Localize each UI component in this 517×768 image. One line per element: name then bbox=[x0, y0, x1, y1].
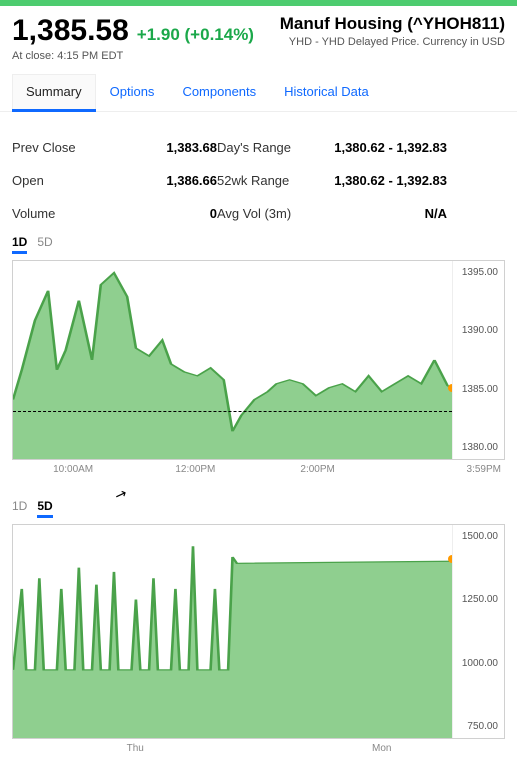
chart2-wrap: 1500.00 1250.00 1000.00 750.00 Thu Mon 1… bbox=[12, 524, 505, 754]
last-price: 1,385.58 bbox=[12, 14, 129, 48]
open-value: 1,386.66 bbox=[122, 173, 217, 188]
chart1-range-tabs: 1D 5D bbox=[0, 231, 517, 260]
prev-close-label: Prev Close bbox=[12, 140, 122, 155]
tab-options[interactable]: Options bbox=[96, 74, 169, 111]
chart2-ytick: 1250.00 bbox=[453, 594, 498, 605]
chart2-box[interactable]: 1500.00 1250.00 1000.00 750.00 bbox=[12, 524, 505, 739]
chart1-wrap: 1395.00 1390.00 1385.00 1380.00 10:00AM … bbox=[12, 260, 505, 475]
chart1-ytick: 1395.00 bbox=[453, 267, 498, 278]
chart2-current-marker bbox=[448, 555, 452, 563]
quote-header: 1,385.58 +1.90 (+0.14%) At close: 4:15 P… bbox=[0, 6, 517, 64]
chart1-plot bbox=[13, 261, 452, 459]
price-change: +1.90 (+0.14%) bbox=[137, 25, 254, 45]
wk52-value: 1,380.62 - 1,392.83 bbox=[317, 173, 447, 188]
chart2-range-tabs: 1D 5D bbox=[0, 485, 517, 524]
chart2-range-5d[interactable]: 5D bbox=[37, 499, 52, 518]
chart2-plot bbox=[13, 525, 452, 738]
tab-components[interactable]: Components bbox=[168, 74, 270, 111]
chart2-range-1d[interactable]: 1D bbox=[12, 499, 27, 518]
volume-value: 0 bbox=[122, 206, 217, 221]
days-range-value: 1,380.62 - 1,392.83 bbox=[317, 140, 447, 155]
open-label: Open bbox=[12, 173, 122, 188]
volume-label: Volume bbox=[12, 206, 122, 221]
chart1-xaxis: 10:00AM 12:00PM 2:00PM 3:59PM bbox=[12, 460, 505, 475]
tab-summary[interactable]: Summary bbox=[12, 74, 96, 111]
chart2-ytick: 1000.00 bbox=[453, 658, 498, 669]
price-block: 1,385.58 +1.90 (+0.14%) At close: 4:15 P… bbox=[12, 14, 254, 62]
chart2-yaxis: 1500.00 1250.00 1000.00 750.00 bbox=[452, 525, 504, 738]
chart2-xtick: Mon bbox=[259, 743, 506, 754]
chart2-ytick: 750.00 bbox=[453, 721, 498, 732]
chart1-prev-close-line bbox=[13, 411, 452, 412]
price-row: 1,385.58 +1.90 (+0.14%) bbox=[12, 14, 254, 48]
chart1-xtick: 2:00PM bbox=[257, 464, 379, 475]
close-time-note: At close: 4:15 PM EDT bbox=[12, 50, 254, 62]
avg-vol-label: Avg Vol (3m) bbox=[217, 206, 317, 221]
instrument-title: Manuf Housing (^YHOH811) bbox=[280, 14, 505, 34]
chart2-xtick: Thu bbox=[12, 743, 259, 754]
chart2-xaxis: Thu Mon bbox=[12, 739, 505, 754]
wk52-label: 52wk Range bbox=[217, 173, 317, 188]
chart1-ytick: 1385.00 bbox=[453, 384, 498, 395]
section-tabs: Summary Options Components Historical Da… bbox=[0, 64, 517, 112]
tab-historical-data[interactable]: Historical Data bbox=[270, 74, 383, 111]
chart1-ytick: 1380.00 bbox=[453, 442, 498, 453]
chart1-xtick: 10:00AM bbox=[12, 464, 134, 475]
chart1-range-1d[interactable]: 1D bbox=[12, 235, 27, 254]
stats-grid: Prev Close 1,383.68 Day's Range 1,380.62… bbox=[0, 112, 517, 231]
avg-vol-value: N/A bbox=[317, 206, 447, 221]
chart1-box[interactable]: 1395.00 1390.00 1385.00 1380.00 bbox=[12, 260, 505, 460]
chart2-area bbox=[13, 525, 452, 738]
prev-close-value: 1,383.68 bbox=[122, 140, 217, 155]
chart1-current-marker bbox=[448, 384, 452, 392]
chart1-area bbox=[13, 261, 452, 459]
chart1-yaxis: 1395.00 1390.00 1385.00 1380.00 bbox=[452, 261, 504, 459]
title-block: Manuf Housing (^YHOH811) YHD - YHD Delay… bbox=[280, 14, 505, 48]
chart1-xtick: 12:00PM bbox=[134, 464, 256, 475]
chart1-ytick: 1390.00 bbox=[453, 325, 498, 336]
chart1-xtick: 3:59PM bbox=[379, 464, 505, 475]
chart1-range-5d[interactable]: 5D bbox=[37, 235, 52, 254]
days-range-label: Day's Range bbox=[217, 140, 317, 155]
chart2-ytick: 1500.00 bbox=[453, 531, 498, 542]
instrument-subtitle: YHD - YHD Delayed Price. Currency in USD bbox=[280, 36, 505, 48]
